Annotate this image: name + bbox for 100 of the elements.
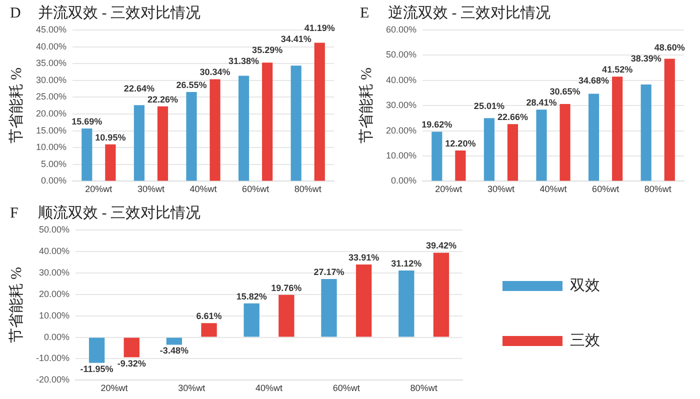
- bar: [244, 303, 260, 337]
- text: E: [360, 5, 370, 22]
- x-tick-label: 30%wt: [137, 184, 165, 194]
- data-label: 15.69%: [72, 116, 102, 126]
- bar: [157, 106, 168, 181]
- x-tick-label: 80%wt: [294, 184, 322, 194]
- bar: [398, 270, 414, 337]
- bar: [640, 84, 652, 181]
- data-label: 19.76%: [271, 282, 302, 293]
- y-tick-label: 10.00%: [38, 310, 70, 320]
- x-tick-label: 80%wt: [410, 383, 438, 394]
- data-label: 25.01%: [474, 101, 504, 112]
- data-label: 19.62%: [422, 120, 452, 130]
- x-tick-label: 60%wt: [332, 383, 360, 394]
- y-tick-label: 20.00%: [36, 108, 67, 118]
- y-tick-label: -10.00%: [36, 353, 70, 364]
- y-tick-label: 20.00%: [386, 125, 417, 136]
- data-label: 41.52%: [602, 64, 633, 75]
- data-label: -3.48%: [160, 346, 188, 356]
- legend-label: 三效: [570, 332, 600, 349]
- bar: [88, 338, 105, 363]
- bar: [484, 118, 494, 181]
- x-tick-label: 40%wt: [540, 184, 568, 194]
- data-label: 38.39%: [630, 54, 662, 64]
- bar: [166, 338, 182, 345]
- y-tick-label: 40.00%: [36, 41, 67, 52]
- chart-title: 并流双效 - 三效对比情况: [38, 4, 200, 22]
- x-tick-label: 60%wt: [242, 184, 270, 194]
- bar: [356, 264, 372, 337]
- x-tick-label: 30%wt: [178, 383, 206, 394]
- y-tick-label: 30.00%: [386, 100, 417, 110]
- y-tick-label: -20.00%: [36, 374, 70, 385]
- x-tick-label: 20%wt: [100, 383, 128, 394]
- data-label: 34.41%: [280, 34, 312, 44]
- data-label: 31.12%: [391, 258, 422, 268]
- x-tick-label: 20%wt: [435, 184, 463, 194]
- data-label: 6.61%: [196, 311, 222, 322]
- x-tick-label: 40%wt: [190, 184, 218, 194]
- y-tick-label: 5.00%: [40, 158, 67, 169]
- data-label: 15.82%: [236, 291, 267, 302]
- data-label: -9.32%: [117, 358, 146, 368]
- data-label: 26.55%: [176, 80, 207, 90]
- bar: [186, 92, 197, 181]
- data-label: 28.41%: [526, 98, 557, 108]
- bar: [507, 124, 518, 181]
- bar: [664, 58, 675, 181]
- y-tick-label: 30.00%: [36, 74, 67, 85]
- data-label: 41.19%: [304, 23, 335, 34]
- bar: [124, 338, 140, 358]
- y-tick-label: 30.00%: [38, 267, 70, 278]
- data-label: 35.29%: [252, 45, 283, 56]
- data-label: 39.42%: [426, 240, 456, 251]
- data-label: -11.95%: [80, 364, 114, 374]
- y-tick-label: 40.00%: [386, 74, 417, 85]
- bar: [201, 323, 217, 337]
- x-tick-label: 40%wt: [256, 383, 284, 394]
- x-tick-label: 30%wt: [487, 184, 515, 194]
- bar: [262, 62, 273, 181]
- bar: [588, 94, 600, 181]
- bar: [321, 278, 337, 337]
- y-tick-label: 20.00%: [38, 288, 70, 299]
- y-tick-label: 40.00%: [38, 246, 70, 256]
- y-tick-label: 15.00%: [36, 125, 67, 136]
- bar: [238, 76, 250, 181]
- bar: [105, 144, 116, 181]
- y-tick-label: 25.00%: [36, 92, 67, 102]
- x-tick-label: 20%wt: [85, 184, 113, 194]
- y-tick-label: 45.00%: [36, 24, 67, 34]
- y-tick-label: 50.00%: [38, 224, 70, 234]
- y-tick-label: 0.00%: [44, 332, 70, 342]
- y-tick-label: 50.00%: [386, 50, 417, 60]
- data-label: 30.34%: [200, 67, 230, 78]
- bar: [432, 132, 442, 181]
- text: D: [10, 5, 21, 22]
- data-label: 22.64%: [124, 83, 154, 94]
- bar: [210, 79, 220, 181]
- bar: [560, 104, 570, 181]
- bar: [134, 105, 144, 181]
- bar: [278, 294, 294, 337]
- data-label: 12.20%: [445, 138, 476, 148]
- y-tick-label: 10.00%: [386, 150, 417, 160]
- bar: [536, 110, 547, 181]
- data-label: 22.26%: [147, 94, 178, 104]
- data-label: 31.38%: [228, 56, 260, 66]
- bar: [290, 66, 302, 181]
- data-label: 30.65%: [550, 86, 580, 97]
- y-tick-label: 0.00%: [40, 176, 67, 186]
- chart-title: 逆流双效 - 三效对比情况: [388, 4, 550, 22]
- bar: [314, 42, 325, 181]
- data-label: 34.68%: [578, 76, 610, 86]
- y-axis-title: 节省能耗 %: [8, 266, 25, 344]
- chart-title: 顺流双效 - 三效对比情况: [38, 204, 200, 222]
- y-tick-label: 10.00%: [36, 142, 67, 152]
- data-label: 10.95%: [95, 132, 126, 142]
- x-tick-label: 60%wt: [592, 184, 620, 194]
- y-axis-title: 节省能耗 %: [8, 67, 25, 144]
- bar: [455, 150, 466, 181]
- data-label: 33.91%: [348, 252, 380, 263]
- y-tick-label: 60.00%: [386, 24, 417, 34]
- data-label: 48.60%: [654, 42, 685, 53]
